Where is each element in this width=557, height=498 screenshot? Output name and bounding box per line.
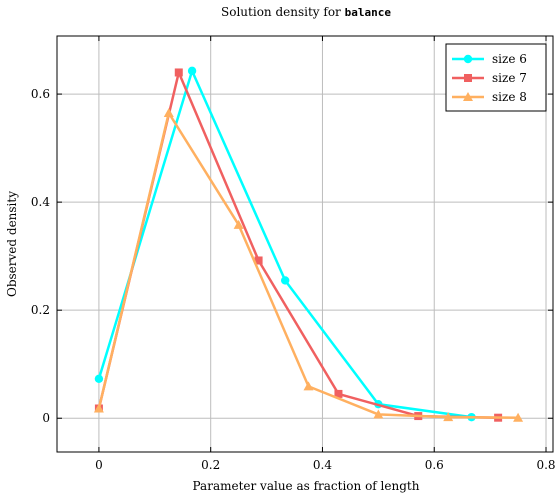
chart-title: Solution density for balance (221, 5, 391, 19)
data-point (303, 381, 314, 391)
legend-label: size 7 (492, 71, 527, 85)
data-point (443, 412, 454, 422)
data-point (174, 68, 183, 77)
data-point (163, 107, 174, 117)
legend-marker (464, 74, 472, 82)
data-point (513, 412, 524, 422)
series-1 (94, 66, 476, 422)
legend-marker (463, 92, 473, 101)
x-tick-label: 0.4 (313, 458, 332, 472)
data-point (93, 403, 104, 413)
y-tick-label: 0.2 (31, 303, 50, 317)
chart-title-code: balance (345, 6, 392, 19)
series-line (97, 111, 519, 419)
axis-tick-labels: 0 0.2 0.4 0.6 0.8 0 0.2 0.4 0.6 (31, 87, 556, 472)
data-point (254, 256, 263, 265)
y-tick-label: 0.6 (31, 87, 50, 101)
data-point (233, 219, 244, 229)
legend: size 6 size 7 size 8 (445, 43, 547, 112)
y-tick-label: 0.4 (31, 195, 50, 209)
legend-item: size 7 (452, 71, 527, 85)
data-point (373, 409, 384, 419)
plot-frame (56, 35, 554, 453)
x-tick-label: 0.8 (536, 458, 555, 472)
data-point (94, 374, 104, 383)
series-line (97, 69, 472, 419)
y-tick-label: 0 (42, 411, 50, 425)
data-point (334, 389, 343, 398)
data-point (187, 66, 197, 76)
chart-title-text: Solution density for (221, 5, 345, 19)
legend-label: size 8 (492, 90, 527, 104)
x-tick-label: 0 (95, 458, 103, 472)
series-3 (93, 107, 524, 422)
x-axis-label: Parameter value as fraction of length (193, 479, 420, 493)
data-point (280, 276, 290, 285)
x-tick-label: 0.6 (425, 458, 444, 472)
series-layer (93, 66, 524, 422)
legend-label: size 6 (492, 52, 527, 66)
x-tick-label: 0.2 (201, 458, 220, 472)
axis-ticks (57, 36, 553, 452)
series-2 (94, 68, 503, 422)
legend-marker (463, 54, 473, 64)
legend-item: size 8 (452, 90, 527, 104)
y-axis-label: Observed density (5, 191, 19, 297)
legend-item: size 6 (452, 52, 527, 66)
